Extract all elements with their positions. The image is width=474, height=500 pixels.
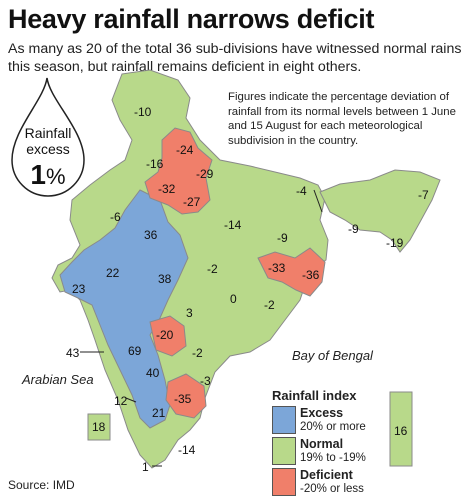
region-label-west-mp: 38 [158,272,172,286]
deficient-region-east [257,247,326,297]
legend-range-deficient: -20% or less [300,483,364,495]
andaman-islands [389,391,413,467]
region-label-rayalaseema: -35 [174,392,192,406]
northeast-landmass [319,169,441,253]
legend-range-normal: 19% to -19% [300,452,366,464]
region-label-odisha: -2 [264,298,275,312]
region-label-goa-karnataka: 12 [114,394,128,408]
region-label-uttarakhand: -29 [196,167,214,181]
legend-name-deficient: Deficient [300,468,353,482]
region-label-kerala: 1 [142,460,149,474]
region-label-arunachal: -7 [418,188,429,202]
region-label-madhya-maharashtra: 69 [128,344,142,358]
region-label-coastal-ap: -3 [200,374,211,388]
region-label-south-karnataka: 21 [152,406,166,420]
region-label-vidarbha: 3 [186,306,193,320]
deficient-region-marathwada [149,315,187,357]
headline: Heavy rainfall narrows deficit [8,4,375,34]
region-label-shwb: -4 [296,184,307,198]
raindrop-icon [11,77,85,197]
excess-region-west [59,189,189,429]
region-label-haryana: -32 [158,182,176,196]
region-label-lakshadweep: 18 [92,420,106,434]
sea-label-bengal: Bay of Bengal [292,348,373,363]
deficient-region-rayalaseema [165,373,207,419]
legend-range-excess: 20% or more [300,421,366,433]
national-label-line2: excess [26,141,70,157]
legend-name-normal: Normal [300,437,344,451]
region-label-tamil-nadu: -14 [178,443,196,457]
region-label-kerala-north: 40 [146,366,160,380]
legend-title: Rainfall index [272,388,357,403]
subheading: As many as 20 of the total 36 sub-divisi… [8,41,462,75]
region-label-punjab: -16 [146,157,164,171]
leader-line-goa [125,397,137,403]
region-label-west-rajasthan: -6 [110,210,121,224]
region-label-east-mp: -2 [207,262,218,276]
lakshadweep-islands [87,413,111,441]
national-rainfall-indicator: Rainfall excess 1% [10,125,86,193]
region-label-andaman: 16 [394,424,408,438]
region-label-saurashtra: 23 [72,282,86,296]
sea-label-arabian: Arabian Sea [22,372,94,387]
region-label-jk: -10 [134,105,152,119]
deficient-region-north [144,127,213,215]
region-label-bihar: -9 [277,231,288,245]
region-label-nmmt: -19 [386,236,404,250]
national-label-line1: Rainfall [24,125,72,141]
legend-swatch-normal [272,437,296,465]
region-label-gujarat: 22 [106,266,120,280]
region-label-marathwada: -20 [156,328,174,342]
region-label-hp: -24 [176,143,194,157]
region-label-jharkhand: -33 [268,261,286,275]
region-label-gangetic-wb: -36 [302,268,320,282]
national-value: 1% [30,159,66,190]
region-label-chhattisgarh: 0 [230,292,237,306]
region-label-assam: -9 [348,222,359,236]
source-credit: Source: IMD [8,478,75,492]
map-note: Figures indicate the percentage deviatio… [228,91,456,147]
legend-swatch-deficient [272,468,296,496]
region-label-west-up: -27 [183,195,201,209]
region-label-konkan: 43 [66,346,80,360]
region-label-east-rajasthan: 36 [144,228,158,242]
region-label-east-up: -14 [224,218,242,232]
legend-swatch-excess [272,406,296,434]
leader-line-shwb [313,189,323,213]
legend-name-excess: Excess [300,406,344,420]
region-label-telangana: -2 [192,346,203,360]
